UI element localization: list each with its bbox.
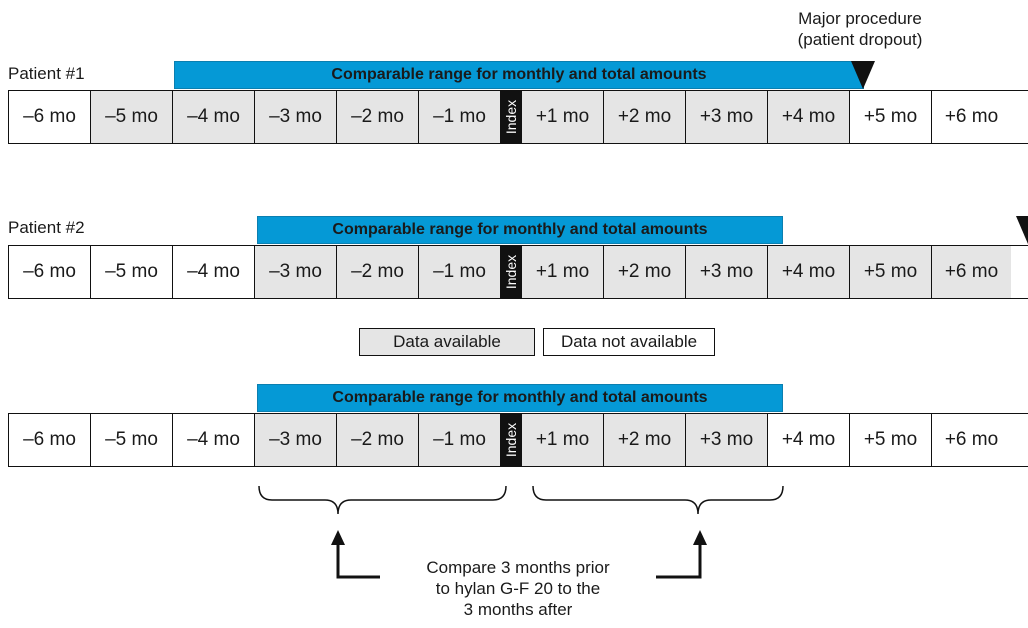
annotation-line1: Compare 3 months prior: [426, 558, 610, 577]
p1-cell-p6: +6 mo: [932, 91, 1011, 143]
p2-cell-index: Index: [501, 246, 522, 298]
major-procedure-line1: Major procedure: [798, 9, 922, 28]
annotation-line3: 3 months after: [463, 600, 573, 619]
p2-cell-m4: –4 mo: [173, 246, 255, 298]
major-procedure-annotation: Major procedure (patient dropout): [770, 8, 950, 50]
ex-cell-p4: +4 mo: [768, 414, 850, 466]
legend-data-available: Data available: [359, 328, 535, 356]
patient1-banner-text: Comparable range for monthly and total a…: [331, 66, 707, 83]
p2-cell-p3: +3 mo: [686, 246, 768, 298]
ex-cell-m5: –5 mo: [91, 414, 173, 466]
p2-cell-m1: –1 mo: [419, 246, 501, 298]
p1-cell-index: Index: [501, 91, 522, 143]
legend-available-text: Data available: [393, 332, 501, 351]
comparison-annotation: Compare 3 months prior to hylan G-F 20 t…: [388, 557, 648, 620]
ex-cell-m2: –2 mo: [337, 414, 419, 466]
p1-cell-p2: +2 mo: [604, 91, 686, 143]
p1-cell-p1: +1 mo: [522, 91, 604, 143]
patient2-banner-text: Comparable range for monthly and total a…: [332, 221, 708, 238]
ex-cell-m6: –6 mo: [9, 414, 91, 466]
p1-cell-p3: +3 mo: [686, 91, 768, 143]
ex-cell-p2: +2 mo: [604, 414, 686, 466]
patient1-timeline: –6 mo –5 mo –4 mo –3 mo –2 mo –1 mo Inde…: [8, 90, 1028, 144]
right-brace: [532, 485, 784, 515]
p2-cell-m2: –2 mo: [337, 246, 419, 298]
p2-cell-p5: +5 mo: [850, 246, 932, 298]
patient2-comparable-range-banner: Comparable range for monthly and total a…: [257, 216, 783, 244]
example-timeline: –6 mo –5 mo –4 mo –3 mo –2 mo –1 mo Inde…: [8, 413, 1028, 467]
p2-cell-p4: +4 mo: [768, 246, 850, 298]
patient1-label: Patient #1: [8, 64, 85, 83]
ex-cell-m3: –3 mo: [255, 414, 337, 466]
p2-cell-p2: +2 mo: [604, 246, 686, 298]
p1-cell-m5: –5 mo: [91, 91, 173, 143]
ex-cell-p3: +3 mo: [686, 414, 768, 466]
major-procedure-line2: (patient dropout): [797, 30, 923, 49]
p2-cell-m6: –6 mo: [9, 246, 91, 298]
p1-cell-m2: –2 mo: [337, 91, 419, 143]
p1-cell-p5: +5 mo: [850, 91, 932, 143]
ex-cell-m4: –4 mo: [173, 414, 255, 466]
legend-not-available-text: Data not available: [560, 332, 698, 351]
ex-cell-p1: +1 mo: [522, 414, 604, 466]
patient2-dropout-marker: [1016, 216, 1028, 244]
ex-cell-m1: –1 mo: [419, 414, 501, 466]
ex-cell-p5: +5 mo: [850, 414, 932, 466]
legend-data-not-available: Data not available: [543, 328, 715, 356]
example-banner-text: Comparable range for monthly and total a…: [332, 389, 708, 406]
ex-cell-p6: +6 mo: [932, 414, 1011, 466]
p1-cell-m3: –3 mo: [255, 91, 337, 143]
p2-cell-m5: –5 mo: [91, 246, 173, 298]
annotation-line2: to hylan G-F 20 to the: [435, 579, 601, 598]
p2-cell-p1: +1 mo: [522, 246, 604, 298]
p1-cell-m1: –1 mo: [419, 91, 501, 143]
left-arrow-line: [336, 543, 380, 579]
patient2-timeline: –6 mo –5 mo –4 mo –3 mo –2 mo –1 mo Inde…: [8, 245, 1028, 299]
patient1-dropout-marker: [851, 61, 875, 89]
p2-cell-p6: +6 mo: [932, 246, 1011, 298]
p2-cell-m3: –3 mo: [255, 246, 337, 298]
p1-cell-p4: +4 mo: [768, 91, 850, 143]
example-comparable-range-banner: Comparable range for monthly and total a…: [257, 384, 783, 412]
ex-cell-index: Index: [501, 414, 522, 466]
right-arrow-head: [693, 530, 707, 545]
left-brace: [258, 485, 507, 515]
p1-cell-m6: –6 mo: [9, 91, 91, 143]
p1-cell-m4: –4 mo: [173, 91, 255, 143]
right-arrow-line: [656, 543, 702, 579]
left-arrow-head: [331, 530, 345, 545]
patient1-comparable-range-banner: Comparable range for monthly and total a…: [174, 61, 864, 89]
patient2-label: Patient #2: [8, 218, 85, 237]
